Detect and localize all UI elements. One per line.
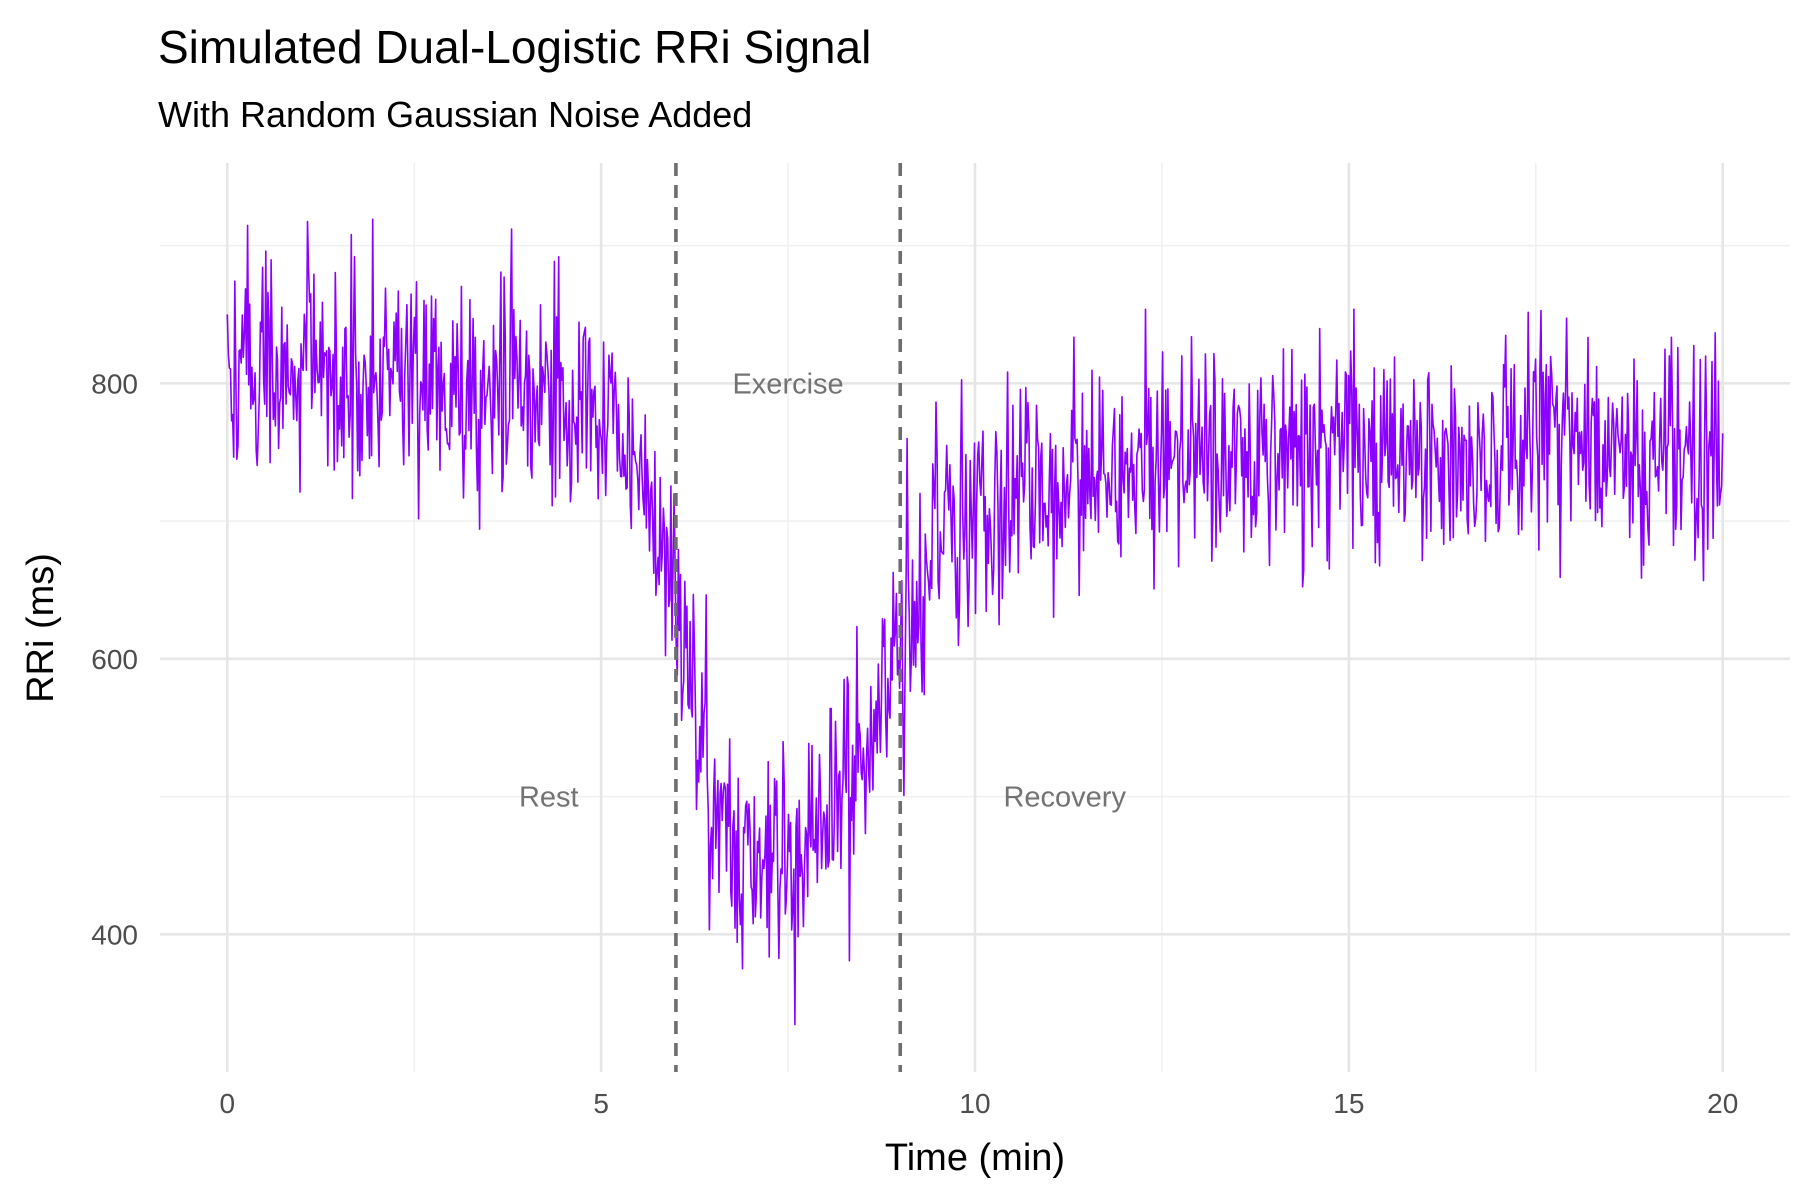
annotation-rest: Rest	[519, 782, 579, 814]
y-axis-title: RRi (ms)	[20, 553, 62, 703]
chart-title: Simulated Dual-Logistic RRi Signal	[158, 21, 871, 73]
x-tick-label: 10	[959, 1088, 990, 1119]
y-axis-tick-labels: 400 600 800	[91, 368, 138, 950]
x-axis-tick-labels: 0 5 10 15 20	[220, 1088, 1739, 1119]
chart-subtitle: With Random Gaussian Noise Added	[158, 94, 752, 135]
x-tick-label: 20	[1707, 1088, 1738, 1119]
x-tick-label: 0	[220, 1088, 236, 1119]
x-tick-label: 5	[593, 1088, 609, 1119]
rri-series-line	[226, 218, 1724, 1026]
y-tick-label: 400	[91, 919, 138, 950]
annotation-recovery: Recovery	[1003, 782, 1126, 814]
series-layer	[226, 218, 1724, 1026]
vertical-reference-lines	[674, 163, 903, 1072]
x-axis-title: Time (min)	[885, 1137, 1065, 1179]
annotation-exercise: Exercise	[732, 368, 843, 400]
major-gridlines	[160, 163, 1790, 1072]
x-tick-label: 15	[1333, 1088, 1364, 1119]
y-tick-label: 800	[91, 368, 138, 399]
annotations: Rest Exercise Recovery	[519, 368, 1126, 813]
y-tick-label: 600	[91, 644, 138, 675]
